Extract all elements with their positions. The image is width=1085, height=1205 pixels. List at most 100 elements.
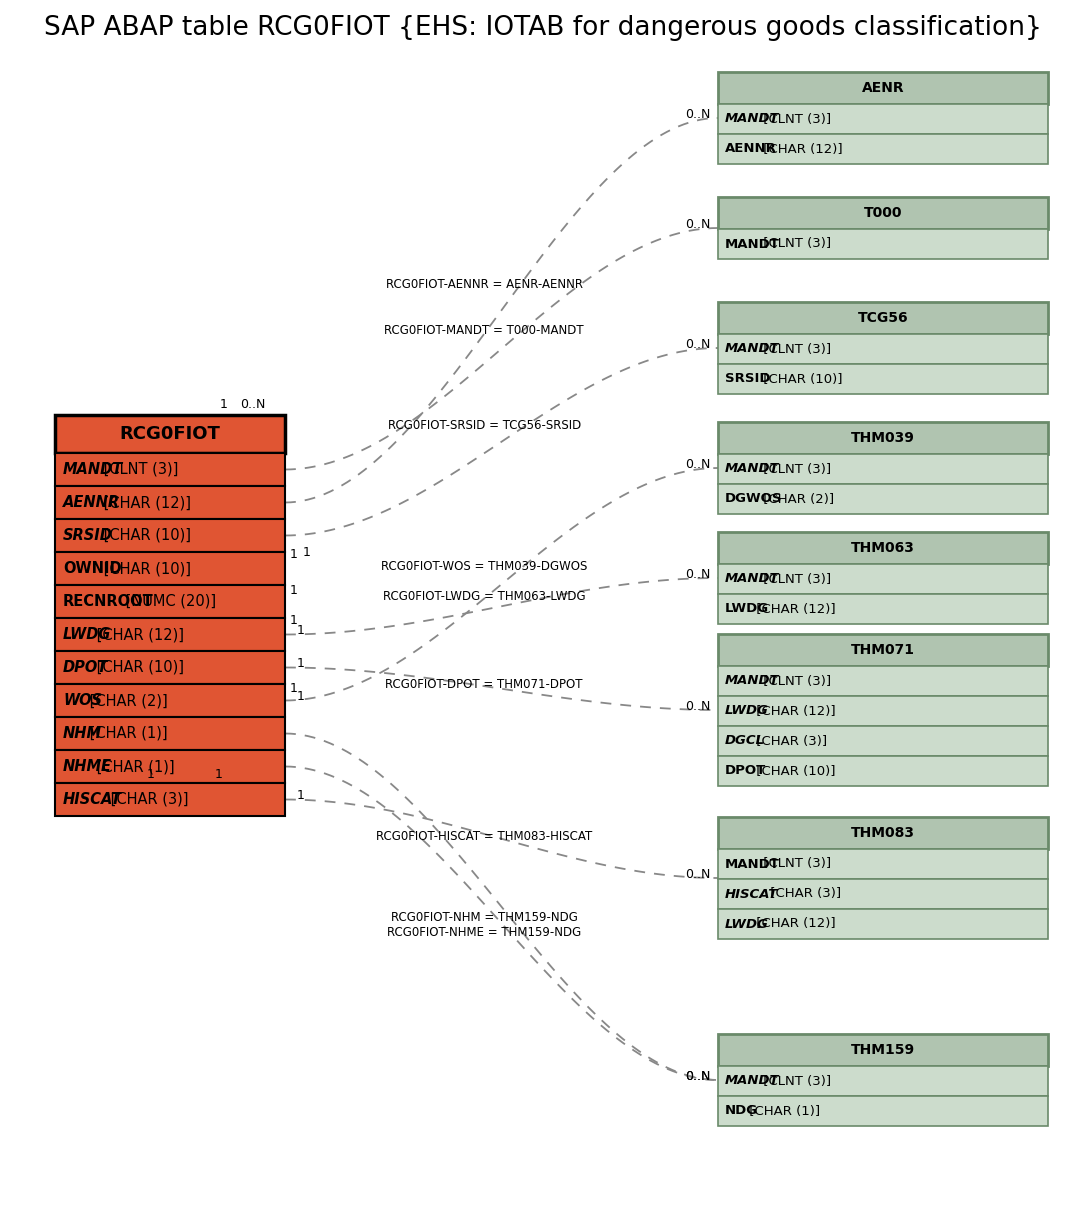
Text: [CHAR (12)]: [CHAR (12)] [752,917,835,930]
Text: [CHAR (1)]: [CHAR (1)] [85,725,167,741]
Text: [CLNT (3)]: [CLNT (3)] [760,858,831,870]
Text: AENNR: AENNR [63,495,120,510]
Text: [CHAR (10)]: [CHAR (10)] [99,562,191,576]
Bar [718,756,1048,786]
Bar [718,72,1048,104]
Bar [718,817,1048,850]
Text: 0..N: 0..N [685,699,710,712]
Text: [CHAR (12)]: [CHAR (12)] [760,142,843,155]
Bar [718,334,1048,364]
Text: 0..N: 0..N [685,1070,710,1082]
Text: [CLNT (3)]: [CLNT (3)] [760,237,831,251]
Text: LWDG: LWDG [63,627,112,642]
Text: HISCAT: HISCAT [725,888,778,900]
Text: RCG0FIOT-NHM = THM159-NDG: RCG0FIOT-NHM = THM159-NDG [391,911,577,924]
Bar [718,564,1048,594]
Bar [718,909,1048,939]
Text: SRSID: SRSID [63,528,113,543]
Text: [CHAR (2)]: [CHAR (2)] [85,693,167,709]
Text: 0..N: 0..N [685,337,710,351]
Text: MANDT: MANDT [725,342,779,355]
Text: T000: T000 [864,206,903,221]
Bar [55,750,285,783]
Text: RCG0FIOT-DPOT = THM071-DPOT: RCG0FIOT-DPOT = THM071-DPOT [385,678,583,690]
Text: THM159: THM159 [851,1044,915,1057]
Bar [718,364,1048,394]
Text: THM063: THM063 [851,541,915,556]
Text: 1: 1 [297,624,305,637]
Text: MANDT: MANDT [725,112,779,125]
Text: MANDT: MANDT [63,462,124,477]
Text: [CHAR (10)]: [CHAR (10)] [99,528,191,543]
Text: NHM: NHM [63,725,102,741]
Bar [55,415,285,453]
Text: [CHAR (3)]: [CHAR (3)] [752,735,828,747]
Bar [718,484,1048,515]
Text: HISCAT: HISCAT [63,792,122,807]
Text: RCG0FIOT: RCG0FIOT [119,425,220,443]
Text: RCG0FIOT-NHME = THM159-NDG: RCG0FIOT-NHME = THM159-NDG [387,925,582,939]
Bar [718,104,1048,134]
Text: [CHAR (2)]: [CHAR (2)] [760,493,834,506]
Text: WOS: WOS [63,693,102,709]
Bar [55,552,285,584]
Text: 1: 1 [303,546,311,558]
Text: MANDT: MANDT [725,237,780,251]
Text: RECNROOT: RECNROOT [63,594,154,609]
Text: [CHAR (12)]: [CHAR (12)] [752,705,835,717]
Text: 1: 1 [148,769,155,782]
Text: RCG0FIOT-LWDG = THM063-LWDG: RCG0FIOT-LWDG = THM063-LWDG [383,590,586,604]
Text: THM071: THM071 [851,643,915,657]
Bar [718,422,1048,454]
Text: SAP ABAP table RCG0FIOT {EHS: IOTAB for dangerous goods classification}: SAP ABAP table RCG0FIOT {EHS: IOTAB for … [43,14,1042,41]
Text: [CHAR (12)]: [CHAR (12)] [92,627,183,642]
Text: RCG0FIOT-MANDT = T000-MANDT: RCG0FIOT-MANDT = T000-MANDT [384,324,584,336]
Text: [CHAR (1)]: [CHAR (1)] [745,1105,820,1117]
Bar [55,453,285,486]
Bar [718,696,1048,725]
Text: [CHAR (10)]: [CHAR (10)] [752,764,835,777]
Bar [718,454,1048,484]
Text: SRSID: SRSID [725,372,770,386]
Text: MANDT: MANDT [725,463,779,476]
Text: DGWOS: DGWOS [725,493,782,506]
Text: DGCL: DGCL [725,735,765,747]
Text: LWDG: LWDG [725,602,769,616]
Text: 1: 1 [215,769,222,782]
Text: 1: 1 [220,399,228,411]
Text: DPOT: DPOT [63,660,108,675]
Text: RCG0FIOT-AENNR = AENR-AENNR: RCG0FIOT-AENNR = AENR-AENNR [385,278,583,292]
Text: 0..N: 0..N [685,868,710,881]
Text: 0..N: 0..N [685,568,710,581]
Bar [718,1097,1048,1125]
Text: 0..N: 0..N [240,399,266,411]
Text: [CLNT (3)]: [CLNT (3)] [760,342,831,355]
Text: 1: 1 [290,615,298,628]
Bar [718,594,1048,624]
Text: TCG56: TCG56 [857,311,908,325]
Text: 1: 1 [290,583,298,596]
Text: [NUMC (20)]: [NUMC (20)] [120,594,216,609]
Text: [CHAR (1)]: [CHAR (1)] [92,759,175,774]
Text: [CHAR (10)]: [CHAR (10)] [92,660,183,675]
Text: MANDT: MANDT [725,858,780,870]
Bar [718,302,1048,334]
Bar [718,878,1048,909]
Bar [55,783,285,816]
Text: [CHAR (10)]: [CHAR (10)] [760,372,842,386]
Text: RCG0FIOT-SRSID = TCG56-SRSID: RCG0FIOT-SRSID = TCG56-SRSID [387,419,580,433]
Text: RCG0FIOT-HISCAT = THM083-HISCAT: RCG0FIOT-HISCAT = THM083-HISCAT [376,830,592,842]
Text: OWNID: OWNID [63,562,122,576]
Text: LWDG: LWDG [725,917,769,930]
Text: 1: 1 [297,789,305,803]
Text: MANDT: MANDT [725,675,779,688]
Bar [55,618,285,651]
Bar [55,684,285,717]
Text: THM083: THM083 [851,825,915,840]
Bar [718,196,1048,229]
Bar [55,519,285,552]
Bar [718,666,1048,696]
Text: [CHAR (12)]: [CHAR (12)] [752,602,835,616]
Bar [718,725,1048,756]
Text: 1: 1 [290,682,298,694]
